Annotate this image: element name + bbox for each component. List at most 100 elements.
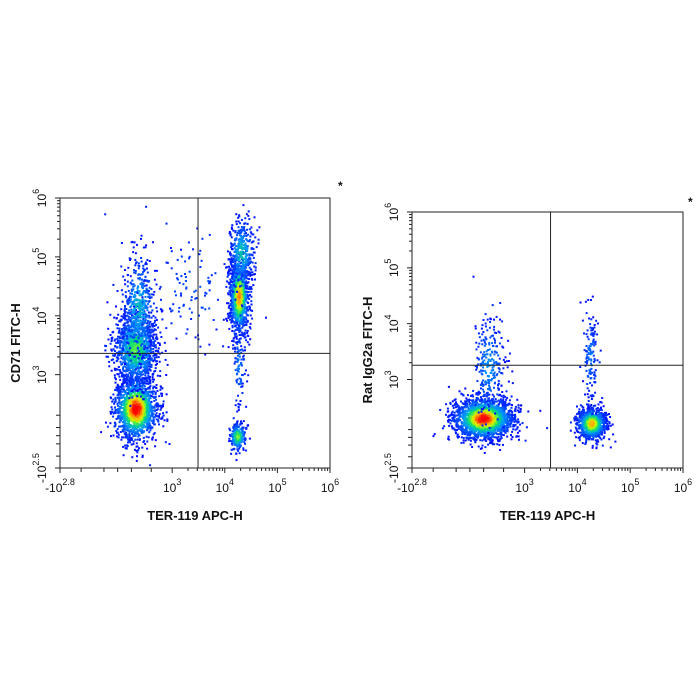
event-dot: [138, 399, 141, 402]
event-dot: [244, 272, 247, 275]
event-dot: [243, 302, 246, 305]
event-dot: [116, 396, 119, 399]
event-dot: [155, 360, 158, 363]
event-dot: [136, 387, 139, 390]
event-dot: [155, 356, 158, 359]
event-dot: [137, 262, 140, 265]
event-dot: [135, 337, 138, 339]
event-dot: [245, 232, 247, 234]
event-dot: [238, 338, 241, 341]
event-dot: [235, 440, 238, 443]
event-dot: [127, 402, 130, 405]
event-dot: [155, 404, 158, 407]
event-dot: [246, 331, 249, 334]
event-dot: [141, 384, 144, 387]
event-dot: [246, 222, 249, 225]
event-dot: [122, 348, 125, 351]
event-dot: [243, 222, 246, 225]
event-dot: [155, 335, 158, 338]
event-dot: [247, 257, 250, 260]
event-dot: [233, 330, 236, 333]
event-dot: [152, 293, 155, 296]
event-dot: [245, 262, 247, 265]
event-dot: [141, 391, 144, 393]
event-dot: [127, 355, 130, 358]
event-dot: [247, 294, 250, 297]
event-dot: [153, 378, 155, 381]
event-dot: [239, 240, 242, 243]
event-dot: [244, 320, 247, 323]
event-dot: [233, 443, 236, 446]
event-dot: [146, 428, 149, 431]
event-dot: [129, 259, 131, 261]
event-dot: [124, 327, 127, 330]
event-dot: [130, 387, 133, 390]
event-dot: [248, 239, 251, 241]
event-dot: [126, 429, 129, 432]
event-dot: [245, 324, 248, 326]
event-dot: [130, 361, 133, 364]
event-dot: [123, 365, 126, 368]
event-dot: [154, 319, 156, 322]
event-dot: [116, 417, 119, 420]
event-dot: [133, 366, 136, 369]
event-dot: [158, 423, 160, 426]
event-dot: [240, 331, 243, 334]
event-dot: [238, 267, 241, 270]
event-dot: [242, 259, 245, 262]
event-dot: [145, 379, 148, 382]
event-dot: [138, 302, 141, 305]
event-dot: [195, 297, 198, 300]
event-dot: [235, 287, 238, 290]
event-dot: [136, 367, 139, 370]
event-dot: [138, 388, 141, 391]
event-dot: [170, 247, 172, 249]
event-dot: [127, 357, 130, 359]
event-dot: [169, 307, 171, 310]
event-dot: [135, 376, 138, 379]
event-dot: [233, 239, 236, 242]
event-dot: [159, 375, 162, 377]
event-dot: [154, 352, 157, 355]
event-dot: [243, 261, 245, 264]
event-dot: [152, 412, 155, 415]
event-dot: [139, 333, 142, 336]
event-dot: [134, 421, 136, 424]
event-dot: [129, 300, 132, 303]
event-dot: [145, 335, 148, 338]
event-dot: [235, 248, 237, 251]
event-dot: [236, 354, 239, 357]
event-dot: [143, 378, 146, 381]
event-dot: [116, 404, 119, 407]
event-dot: [145, 279, 148, 282]
event-dot: [249, 293, 252, 296]
event-dot: [145, 421, 148, 424]
event-dot: [146, 395, 149, 397]
event-dot: [145, 284, 148, 287]
event-dot: [243, 232, 246, 235]
event-dot: [244, 295, 247, 298]
event-dot: [149, 426, 152, 429]
event-dot: [156, 415, 159, 418]
event-dot: [233, 426, 236, 429]
event-dot: [246, 239, 248, 242]
event-dot: [141, 300, 144, 303]
event-dot: [249, 268, 252, 271]
event-dot: [240, 284, 243, 287]
event-dot: [133, 398, 136, 401]
event-dot: [132, 407, 135, 410]
event-dot: [227, 314, 230, 317]
event-dot: [237, 449, 240, 452]
event-dot: [233, 304, 236, 307]
event-dot: [121, 404, 124, 406]
event-dot: [129, 362, 132, 365]
event-dot: [153, 290, 156, 293]
event-dot: [232, 280, 235, 283]
event-dot: [130, 344, 133, 347]
event-dot: [146, 306, 149, 309]
event-dot: [239, 422, 242, 425]
event-dot: [140, 363, 143, 366]
event-dot: [176, 278, 179, 281]
event-dot: [148, 409, 151, 412]
event-dot: [114, 345, 117, 348]
